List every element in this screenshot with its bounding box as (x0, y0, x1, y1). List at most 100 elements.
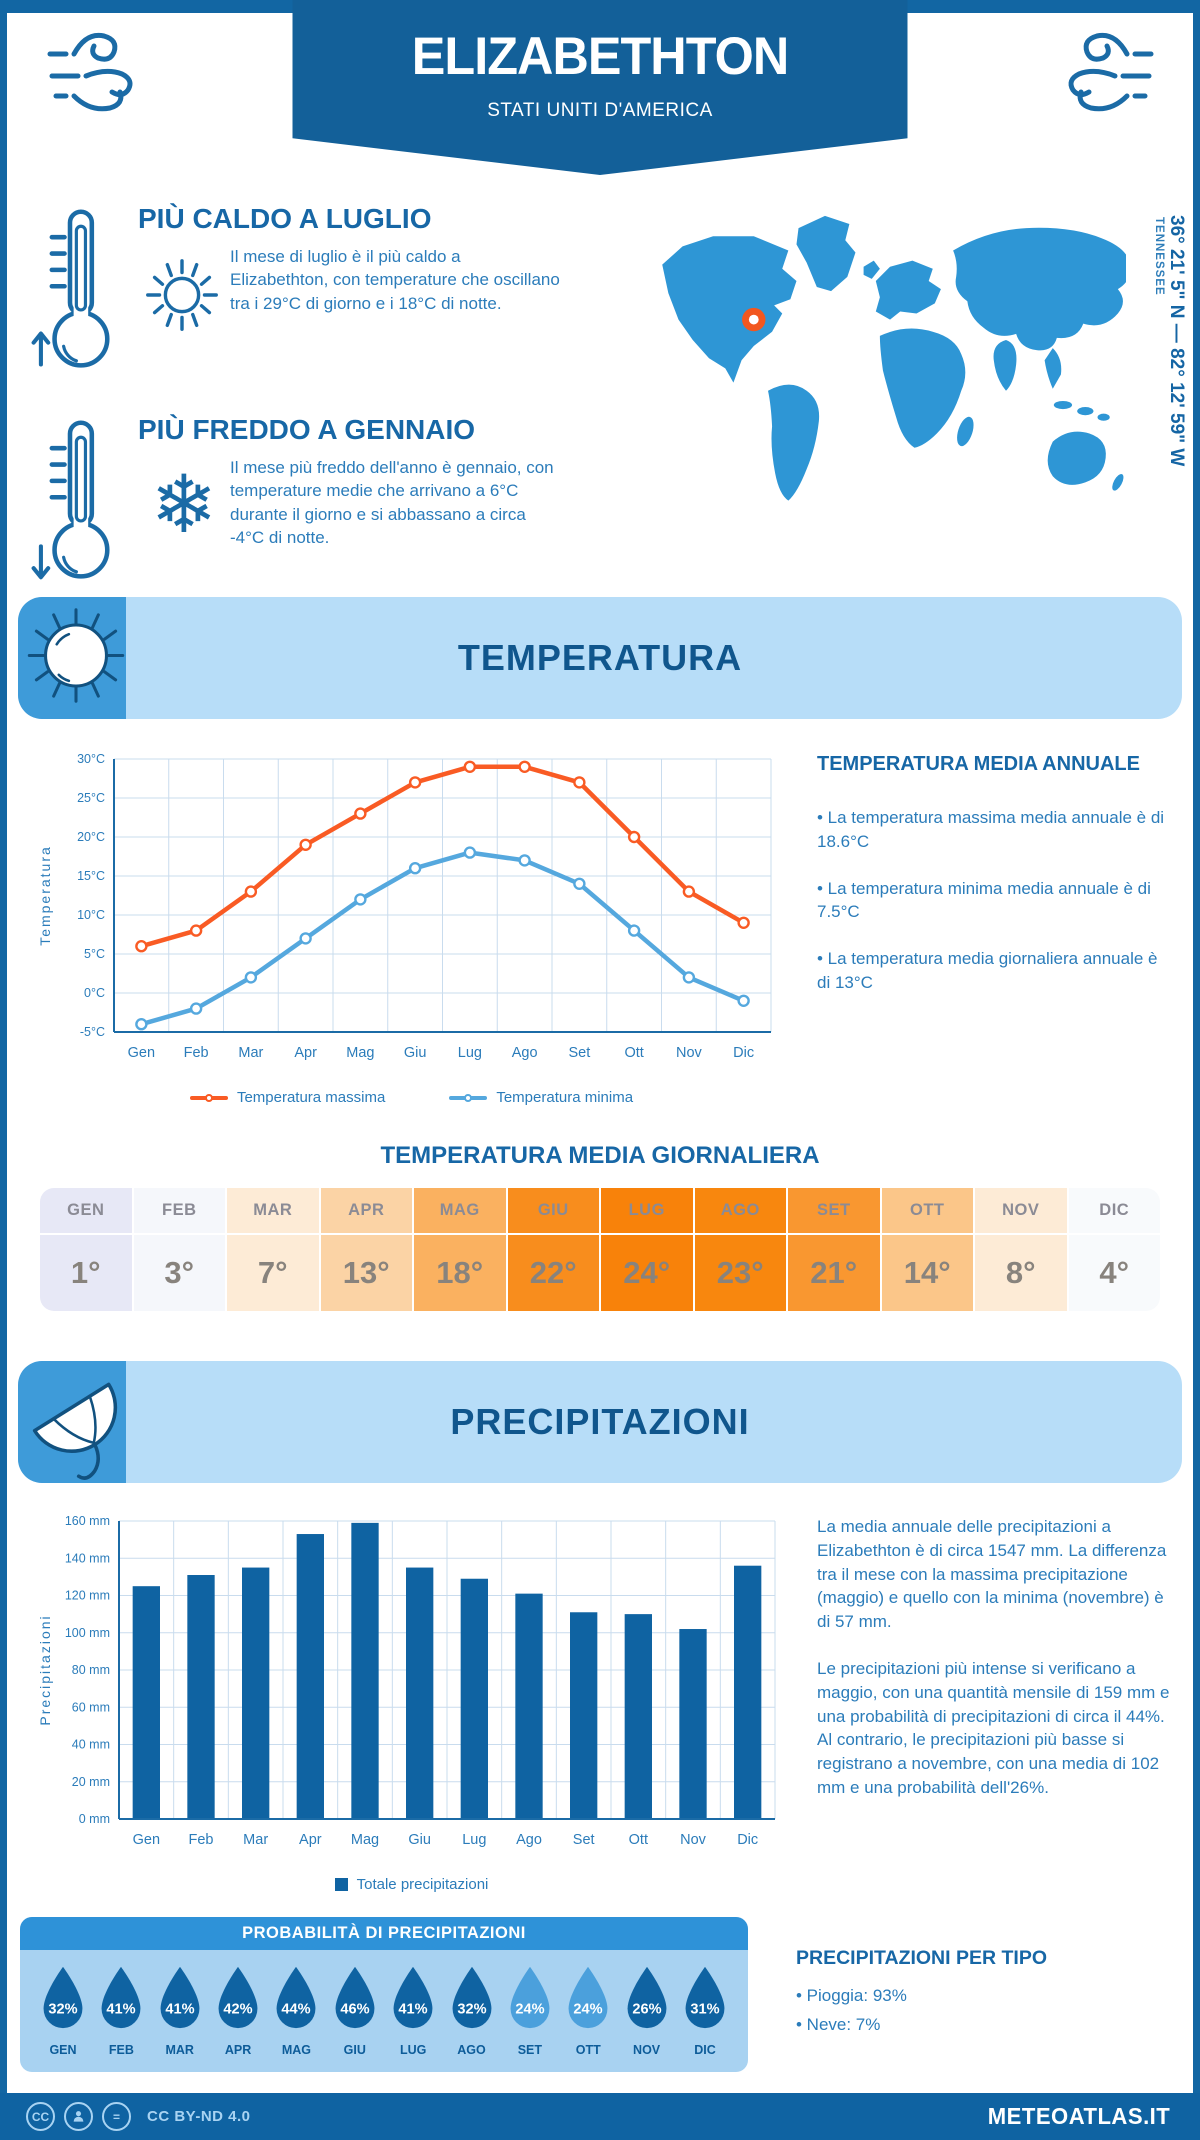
header: ELIZABETHTON STATI UNITI D'AMERICA (0, 0, 1200, 175)
table-month: FEB (133, 1188, 225, 1233)
snowflake-icon: ❄ (150, 460, 218, 549)
daily-temperature-title: TEMPERATURA MEDIA GIORNALIERA (380, 1142, 820, 1169)
table-value: 1° (40, 1235, 132, 1311)
table-value: 3° (133, 1235, 225, 1311)
svg-text:Apr: Apr (294, 1045, 317, 1061)
drop-month-label: GEN (49, 2043, 77, 2057)
drop-month-label: GIU (343, 2043, 366, 2057)
droplet-icon: 41% (101, 1966, 141, 2029)
wind-icon (47, 32, 132, 112)
droplet-icon: 41% (160, 1966, 200, 2029)
probability-drop: 41% LUG (386, 1964, 440, 2057)
svg-text:Feb: Feb (184, 1045, 209, 1061)
table-column: LUG 24° (601, 1188, 693, 1311)
table-column: MAR 7° (227, 1188, 319, 1311)
table-month: SET (788, 1188, 880, 1233)
precipitation-section-title: PRECIPITAZIONI (450, 1401, 750, 1442)
probability-drop: 26% NOV (620, 1964, 674, 2057)
svg-text:Set: Set (573, 1832, 595, 1848)
thermometer-up-icon (30, 199, 138, 384)
svg-text:Ott: Ott (624, 1045, 643, 1061)
drop-month-label: OTT (575, 2043, 601, 2057)
svg-text:44%: 44% (282, 2002, 311, 2018)
table-value: 24° (601, 1235, 693, 1311)
drop-month-label: DIC (694, 2043, 716, 2057)
legend-item: Totale precipitazioni (334, 1876, 488, 1893)
droplet-icon: 24% (568, 1966, 608, 2029)
precipitation-band: PRECIPITAZIONI (18, 1361, 1182, 1483)
table-column: GIU 22° (507, 1188, 599, 1311)
table-month: LUG (601, 1188, 693, 1233)
temperature-section-title: TEMPERATURA (457, 637, 743, 678)
precipitation-chart: 0 mm 20 mm 40 mm 60 mm 80 mm 100 mm 120 mm 140 … (37, 1514, 776, 1848)
droplet-icon: 31% (685, 1966, 725, 2029)
sun-band-icon (10, 590, 142, 727)
svg-text:0 mm: 0 mm (79, 1812, 110, 1826)
world-map (648, 201, 1131, 546)
continents (662, 215, 1131, 501)
svg-text:Lug: Lug (462, 1832, 486, 1848)
probability-drop: 46% GIU (328, 1964, 382, 2057)
svg-text:-5°C: -5°C (80, 1025, 105, 1039)
table-value: 8° (975, 1235, 1067, 1311)
drop-month-label: NOV (633, 2043, 661, 2057)
drop-month-label: MAG (281, 2043, 312, 2057)
probability-title: PROBABILITÀ DI PRECIPITAZIONI (20, 1917, 748, 1950)
svg-text:Mag: Mag (351, 1832, 379, 1848)
legend-item: Temperatura minima (449, 1089, 633, 1106)
precipitation-chart-row: 0 mm 20 mm 40 mm 60 mm 80 mm 100 mm 120 mm 140 … (0, 1483, 1200, 1893)
table-column: SET 21° (788, 1188, 880, 1311)
by-type-title: PRECIPITAZIONI PER TIPO (796, 1947, 1047, 1969)
license-label: CC BY-ND 4.0 (147, 2108, 251, 2125)
highlight-warm-title: PIÙ CALDO A LUGLIO (138, 203, 432, 234)
left-border (0, 0, 7, 2094)
probability-drop: 24% OTT (561, 1964, 615, 2057)
svg-text:160 mm: 160 mm (65, 1514, 110, 1528)
droplet-icon: 26% (627, 1966, 667, 2029)
sun-icon (138, 245, 230, 344)
droplet-icon: 32% (43, 1966, 83, 2029)
svg-text:Nov: Nov (680, 1832, 707, 1848)
probability-drop: 42% APR (211, 1964, 265, 2057)
table-column: APR 13° (320, 1188, 412, 1311)
bullet-text: • La temperatura minima media annuale è … (817, 878, 1151, 922)
probability-drop: 31% DIC (678, 1964, 732, 2057)
table-value: 14° (881, 1235, 973, 1311)
svg-text:24%: 24% (574, 2002, 603, 2018)
svg-text:Ago: Ago (516, 1832, 542, 1848)
precipitation-probability-panel: PROBABILITÀ DI PRECIPITAZIONI 32% GEN 41% F… (20, 1917, 748, 2072)
nd-icon: = (102, 2102, 131, 2131)
temperature-band: TEMPERATURA (18, 597, 1182, 719)
svg-text:80 mm: 80 mm (72, 1663, 110, 1677)
temperature-chart-legend: Temperatura massima Temperatura minima (34, 1089, 789, 1106)
table-month: GEN (40, 1188, 132, 1233)
svg-text:5°C: 5°C (84, 947, 105, 961)
svg-text:100 mm: 100 mm (65, 1626, 110, 1640)
highlight-cold-title: PIÙ FREDDO A GENNAIO (138, 414, 476, 445)
svg-text:Gen: Gen (128, 1045, 155, 1061)
table-column: FEB 3° (133, 1188, 225, 1311)
table-column: GEN 1° (40, 1188, 132, 1311)
svg-text:10°C: 10°C (77, 908, 105, 922)
temperature-chart-row: -5°C 0°C 5°C 10°C 15°C 20°C 25°C 30°C Gen Feb Mar A… (0, 719, 1200, 1106)
table-month: MAG (414, 1188, 506, 1233)
svg-text:Giu: Giu (408, 1832, 431, 1848)
wind-card-left (9, 13, 194, 135)
table-month: GIU (507, 1188, 599, 1233)
table-value: 21° (788, 1235, 880, 1311)
svg-text:0°C: 0°C (84, 986, 105, 1000)
summary-paragraph: La media annuale delle precipitazioni a … (817, 1517, 1167, 1632)
svg-text:Feb: Feb (189, 1832, 214, 1848)
table-value: 18° (414, 1235, 506, 1311)
svg-text:Temperatura: Temperatura (37, 845, 53, 946)
svg-text:25°C: 25°C (77, 791, 105, 805)
svg-text:Giu: Giu (404, 1045, 427, 1061)
annual-stats-title: TEMPERATURA MEDIA ANNUALE (817, 753, 1140, 775)
svg-text:Lug: Lug (458, 1045, 482, 1061)
cc-icon: CC (26, 2102, 55, 2131)
svg-text:31%: 31% (690, 2002, 719, 2018)
probability-drop: 41% FEB (94, 1964, 148, 2057)
svg-text:30°C: 30°C (77, 752, 105, 766)
drop-month-label: MAR (165, 2043, 194, 2057)
table-value: 4° (1068, 1235, 1160, 1311)
